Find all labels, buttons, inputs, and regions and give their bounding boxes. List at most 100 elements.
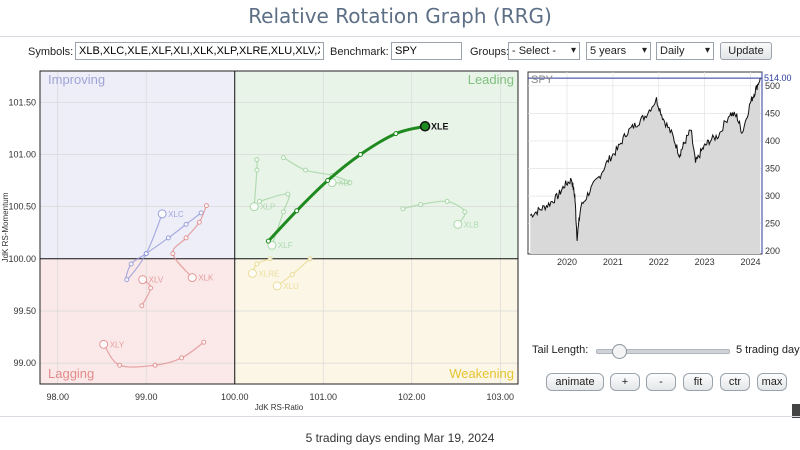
head-xlb: [453, 219, 463, 229]
tail-point-xlu: [289, 271, 295, 277]
y-tick-label: 100.50: [8, 202, 36, 212]
spy-title: SPY: [531, 74, 554, 86]
zoom-out-button[interactable]: -: [646, 373, 676, 391]
quadrant-label-improving: Improving: [48, 72, 105, 87]
spy-area-fill: [530, 78, 761, 254]
groups-label: Groups:: [470, 46, 510, 58]
benchmark-price-chart: 2020 2021 2022 2023 2024 200 250 300 350 400 450 50…: [527, 71, 792, 267]
label-xli: XLI: [338, 179, 350, 188]
groups-select[interactable]: - Select -: [508, 42, 580, 60]
spy-y-tick-label: 400: [765, 136, 780, 146]
tail-point-xle: [294, 208, 300, 214]
label-xlre: XLRE: [258, 269, 279, 278]
label-xlv: XLV: [149, 276, 164, 285]
spy-x-tick-label: 2020: [557, 257, 577, 267]
head-xly: [99, 339, 109, 349]
quadrant-label-lagging: Lagging: [48, 366, 94, 381]
spy-x-tick-label: 2021: [603, 257, 623, 267]
spy-x-tick-label: 2023: [695, 257, 715, 267]
head-xle: [419, 121, 431, 132]
tail-point-xlc: [128, 261, 134, 267]
plot-border: [39, 70, 519, 385]
tail-point-xlf: [257, 198, 263, 204]
tail-point-xlf: [285, 191, 291, 197]
toolbar: Symbols: Benchmark: Groups: - Select - 5…: [0, 42, 800, 64]
tail-point-xlc: [165, 235, 171, 241]
tail-point-xlk: [196, 219, 202, 225]
spy-y-tick-label: 350: [765, 164, 780, 174]
label-xlc: XLC: [168, 210, 184, 219]
page-title: Relative Rotation Graph (RRG): [248, 4, 552, 28]
head-xlp: [249, 202, 259, 212]
tail-point-xli: [347, 180, 353, 186]
spy-y-tick-label: 250: [765, 219, 780, 229]
tail-point-xlk: [170, 251, 176, 257]
tail-point-xle: [325, 178, 331, 184]
zoom-in-button[interactable]: +: [610, 373, 640, 391]
fit-button[interactable]: fit: [683, 373, 713, 391]
update-button[interactable]: Update: [720, 42, 772, 60]
y-tick-label: 101.00: [8, 149, 36, 159]
y-tick-label: 99.50: [13, 306, 36, 316]
period-select[interactable]: 5 years: [586, 42, 651, 60]
date-range-caption: 5 trading days ending Mar 19, 2024: [305, 431, 495, 445]
quadrant-label-weakening: Weakening: [449, 366, 514, 381]
x-tick-label: 101.00: [309, 392, 337, 402]
label-xlf: XLF: [278, 241, 293, 250]
label-xlb: XLB: [464, 220, 479, 229]
x-tick-label: 102.00: [398, 392, 426, 402]
benchmark-label: Benchmark:: [330, 46, 389, 58]
tail-point-xlre: [254, 261, 260, 267]
head-xlc: [157, 209, 167, 219]
x-tick-label: 103.00: [487, 392, 515, 402]
head-xlu: [272, 281, 282, 291]
y-tick-label: 101.50: [8, 97, 36, 107]
tail-point-xlv: [139, 303, 145, 309]
tail-point-xli: [280, 155, 286, 161]
tail-point-xly: [117, 362, 123, 368]
tail-point-xlb: [418, 202, 424, 208]
symbols-label: Symbols:: [28, 46, 74, 58]
title-divider: [0, 36, 800, 37]
tail-point-xlb: [462, 209, 468, 215]
label-xlp: XLP: [260, 203, 275, 212]
resize-handle[interactable]: [792, 404, 800, 418]
label-xle: XLE: [431, 121, 449, 131]
spy-price-line: [529, 78, 761, 241]
x-tick-label: 98.00: [46, 392, 69, 402]
animate-button[interactable]: animate: [546, 373, 604, 391]
tail-point-xly: [201, 339, 207, 345]
maximize-button[interactable]: max: [757, 373, 787, 391]
tail-point-xlc: [198, 210, 204, 216]
trail-xle: [267, 124, 426, 243]
y-tick-label: 99.00: [13, 358, 36, 368]
label-xlu: XLU: [283, 282, 299, 291]
spy-last-value-label: 514.00: [764, 73, 792, 83]
tail-length-slider-handle[interactable]: [612, 344, 628, 359]
spy-y-tick-label: 500: [765, 81, 780, 91]
center-button[interactable]: ctr: [720, 373, 750, 391]
tail-point-xle: [265, 238, 271, 244]
quadrant-improving: [40, 71, 235, 259]
tail-point-xle: [393, 131, 399, 137]
tail-point-xlk: [203, 203, 209, 209]
tail-point-xlc: [143, 251, 149, 257]
head-xlv: [138, 275, 148, 285]
symbols-input[interactable]: [75, 42, 324, 60]
tail-point-xlk: [183, 235, 189, 241]
frequency-select[interactable]: Daily: [656, 42, 714, 60]
tail-point-xlb: [400, 206, 406, 212]
tail-length-label: Tail Length:: [532, 344, 589, 356]
tail-point-xlc: [183, 221, 189, 227]
tail-point-xly: [179, 355, 185, 361]
rrg-chart[interactable]: 98.00 99.00 100.00 101.00 102.00 103.00 99.00 9…: [0, 66, 525, 416]
x-axis-label: JdK RS-Ratio: [255, 403, 304, 412]
quadrant-label-leading: Leading: [468, 72, 514, 87]
spy-y-tick-label: 200: [765, 246, 780, 256]
tail-length-slider[interactable]: [596, 344, 730, 359]
tail-point-xli: [303, 167, 309, 173]
tail-point-xlc: [124, 277, 130, 283]
benchmark-input[interactable]: [391, 42, 462, 60]
head-xlre: [247, 268, 257, 278]
x-tick-label: 99.00: [135, 392, 158, 402]
